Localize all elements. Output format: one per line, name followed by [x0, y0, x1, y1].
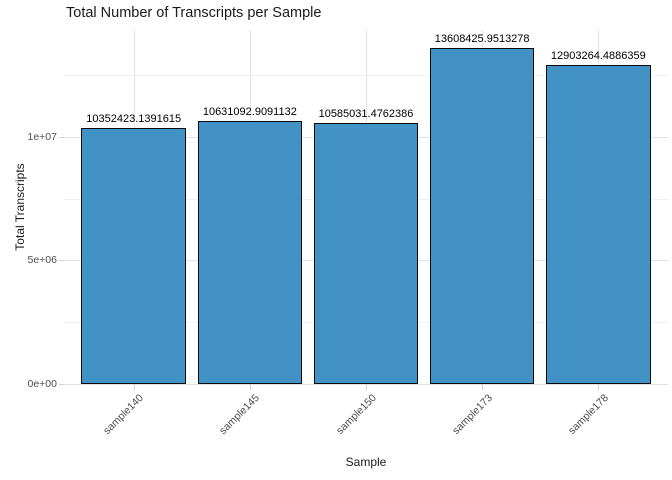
x-tick-mark: [133, 384, 135, 390]
x-tick-label-sample145: sample145: [217, 392, 263, 437]
x-tick-label-sample150: sample150: [333, 392, 379, 437]
y-axis-title: Total Transcripts: [13, 163, 27, 251]
y-tick-mark: [59, 260, 64, 262]
y-tick-mark: [59, 136, 64, 138]
bar-sample173: [429, 47, 535, 384]
y-tick-mark: [59, 384, 64, 385]
x-tick-mark: [366, 384, 367, 390]
y-tick-label: 0e+00: [27, 378, 58, 390]
x-tick-label-sample178: sample178: [565, 392, 611, 437]
x-tick-mark: [598, 384, 600, 390]
bar-value-label: 10352423.1391615: [86, 113, 182, 126]
bar-sample178: [546, 65, 651, 384]
chart-title: Total Number of Transcripts per Sample: [66, 5, 322, 21]
y-tick-label: 5e+06: [27, 254, 58, 267]
x-tick-label-sample140: sample140: [101, 392, 147, 437]
bar-value-label: 12903264.4886359: [550, 50, 646, 63]
bar-sample140: [81, 128, 186, 384]
bar-value-label: 10585031.4762386: [318, 107, 414, 120]
bar-value-label: 10631092.9091132: [202, 106, 297, 119]
x-tick-mark: [249, 384, 251, 390]
y-tick-label: 1e+07: [27, 130, 58, 143]
x-tick-mark: [482, 384, 484, 390]
bar-sample145: [197, 121, 303, 384]
x-tick-label-sample173: sample173: [449, 392, 495, 437]
plot-panel: 10352423.1391615 10631092.9091132 10585031…: [64, 30, 668, 385]
bar-value-label: 13608425.9513278: [434, 32, 530, 45]
bar-sample150: [313, 122, 419, 384]
x-axis-title: Sample: [345, 455, 387, 469]
